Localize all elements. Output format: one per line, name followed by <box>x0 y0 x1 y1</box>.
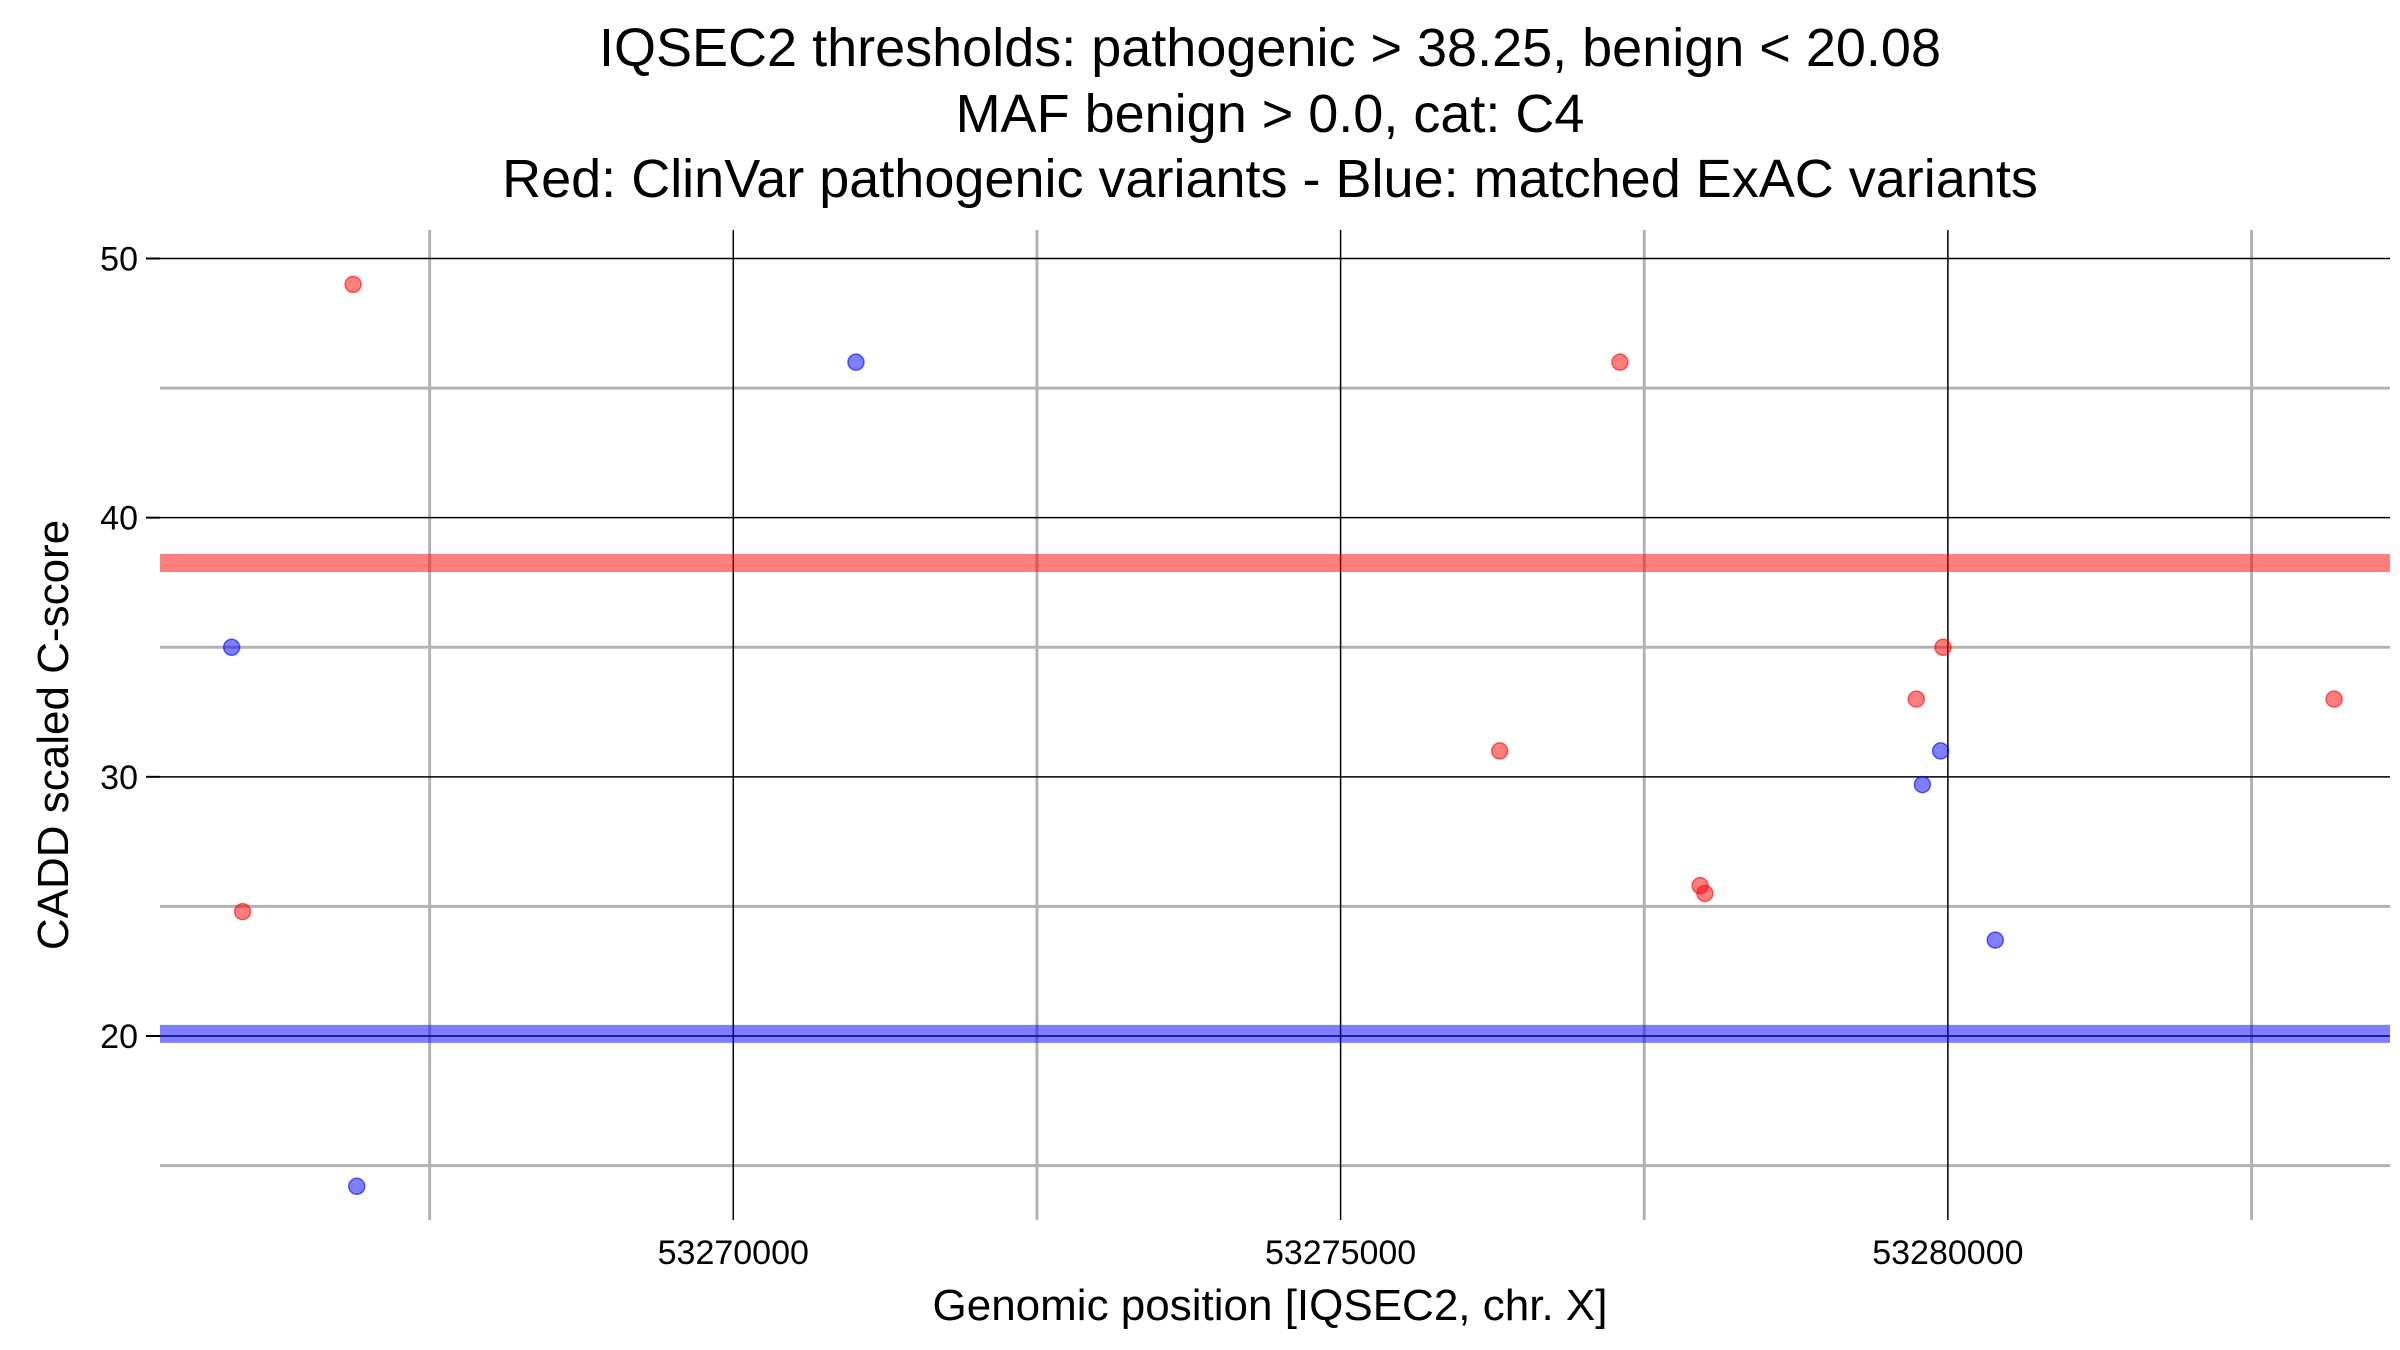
y-tick-label: 20 <box>100 1018 138 1056</box>
x-tick-label: 53270000 <box>658 1234 809 1272</box>
x-tick-label: 53280000 <box>1872 1234 2023 1272</box>
data-point <box>344 275 362 294</box>
data-point <box>222 638 241 657</box>
y-tick-label: 30 <box>100 759 138 797</box>
title-line-3: Red: ClinVar pathogenic variants - Blue:… <box>502 149 2038 209</box>
data-point <box>348 1177 366 1196</box>
data-points <box>222 275 2343 1196</box>
data-point <box>847 353 865 371</box>
threshold-lines <box>160 554 2390 1043</box>
data-point <box>2325 690 2343 708</box>
y-tick-label: 40 <box>100 500 138 538</box>
data-point <box>1696 884 1714 903</box>
data-point <box>1934 638 1952 657</box>
y-axis-title: CADD scaled C-score <box>29 520 78 950</box>
x-tick-label: 53275000 <box>1265 1234 1416 1272</box>
title-line-2: MAF benign > 0.0, cat: C4 <box>956 84 1585 144</box>
data-point <box>233 902 252 921</box>
data-point <box>1931 742 1950 760</box>
grid <box>160 230 2390 1220</box>
data-point <box>1490 742 1509 760</box>
data-point <box>1907 690 1926 708</box>
data-point <box>1913 775 1932 794</box>
x-axis-title: Genomic position [IQSEC2, chr. X] <box>933 1281 1608 1330</box>
title-line-1: IQSEC2 thresholds: pathogenic > 38.25, b… <box>599 18 1941 78</box>
axes: 20 30 40 50 53270000 53275000 53280000 <box>100 241 2023 1272</box>
y-tick-label: 50 <box>100 241 138 279</box>
chart-title: IQSEC2 thresholds: pathogenic > 38.25, b… <box>502 18 2038 209</box>
data-point <box>1986 931 2005 949</box>
data-point <box>1611 353 1629 371</box>
